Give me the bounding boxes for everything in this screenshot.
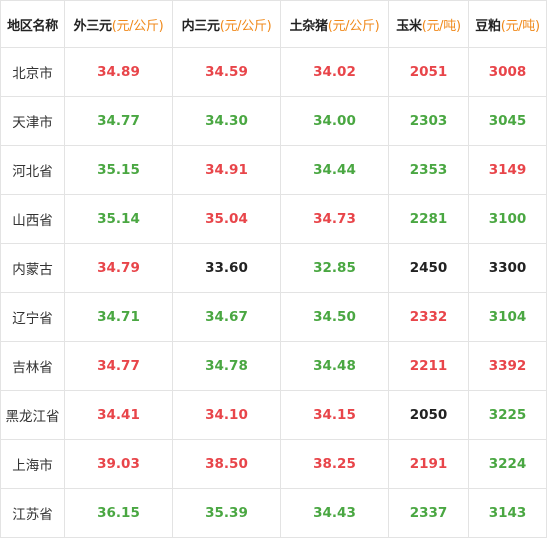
corn-price-cell: 2303 — [388, 96, 469, 146]
tu-za-zhu-price-cell: 34.44 — [280, 145, 389, 195]
corn-price-cell: 2191 — [388, 439, 469, 489]
nei-san-yuan-price-cell: 38.50 — [172, 439, 281, 489]
tu-za-zhu-price-cell: 34.43 — [280, 488, 389, 538]
region-cell: 江苏省 — [0, 488, 65, 538]
soybean-meal-price-cell: 3045 — [468, 96, 547, 146]
corn-price-cell: 2353 — [388, 145, 469, 195]
nei-san-yuan-price-cell: 34.67 — [172, 292, 281, 342]
region-cell: 吉林省 — [0, 341, 65, 391]
table-row: 上海市 39.03 38.50 38.25 2191 3224 — [0, 439, 547, 489]
table-row: 内蒙古 34.79 33.60 32.85 2450 3300 — [0, 243, 547, 293]
soybean-meal-price-cell: 3100 — [468, 194, 547, 244]
corn-price-cell: 2211 — [388, 341, 469, 391]
region-cell: 内蒙古 — [0, 243, 65, 293]
wai-san-yuan-price-cell: 34.79 — [64, 243, 173, 293]
soybean-meal-price-cell: 3300 — [468, 243, 547, 293]
nei-san-yuan-price-cell: 35.39 — [172, 488, 281, 538]
region-cell: 河北省 — [0, 145, 65, 195]
table-row: 天津市 34.77 34.30 34.00 2303 3045 — [0, 96, 547, 146]
tu-za-zhu-price-cell: 38.25 — [280, 439, 389, 489]
nei-san-yuan-price-cell: 34.78 — [172, 341, 281, 391]
table-row: 辽宁省 34.71 34.67 34.50 2332 3104 — [0, 292, 547, 342]
wai-san-yuan-price-cell: 36.15 — [64, 488, 173, 538]
corn-price-cell: 2450 — [388, 243, 469, 293]
wai-san-yuan-price-cell: 35.15 — [64, 145, 173, 195]
tu-za-zhu-price-cell: 34.00 — [280, 96, 389, 146]
table-row: 山西省 35.14 35.04 34.73 2281 3100 — [0, 194, 547, 244]
wai-san-yuan-price-cell: 35.14 — [64, 194, 173, 244]
table-row: 北京市 34.89 34.59 34.02 2051 3008 — [0, 47, 547, 97]
table-row: 河北省 35.15 34.91 34.44 2353 3149 — [0, 145, 547, 195]
region-cell: 天津市 — [0, 96, 65, 146]
soybean-meal-price-cell: 3104 — [468, 292, 547, 342]
corn-price-cell: 2050 — [388, 390, 469, 440]
nei-san-yuan-price-cell: 34.10 — [172, 390, 281, 440]
table-row: 黑龙江省 34.41 34.10 34.15 2050 3225 — [0, 390, 547, 440]
region-cell: 山西省 — [0, 194, 65, 244]
nei-san-yuan-price-cell: 35.04 — [172, 194, 281, 244]
header-row: 地区名称 外三元(元/公斤) 内三元(元/公斤) 土杂猪(元/公斤) 玉米(元/… — [0, 0, 547, 48]
tu-za-zhu-price-cell: 34.15 — [280, 390, 389, 440]
nei-san-yuan-price-cell: 33.60 — [172, 243, 281, 293]
tu-za-zhu-price-cell: 34.02 — [280, 47, 389, 97]
wai-san-yuan-price-cell: 39.03 — [64, 439, 173, 489]
soybean-meal-price-cell: 3008 — [468, 47, 547, 97]
wai-san-yuan-price-cell: 34.77 — [64, 341, 173, 391]
corn-price-cell: 2337 — [388, 488, 469, 538]
soybean-meal-price-cell: 3224 — [468, 439, 547, 489]
wai-san-yuan-price-cell: 34.71 — [64, 292, 173, 342]
wai-san-yuan-price-cell: 34.41 — [64, 390, 173, 440]
table-row: 江苏省 36.15 35.39 34.43 2337 3143 — [0, 488, 547, 538]
tu-za-zhu-price-cell: 32.85 — [280, 243, 389, 293]
nei-san-yuan-price-cell: 34.30 — [172, 96, 281, 146]
corn-price-cell: 2281 — [388, 194, 469, 244]
header-wai-san-yuan: 外三元(元/公斤) — [64, 0, 173, 48]
corn-price-cell: 2051 — [388, 47, 469, 97]
corn-price-cell: 2332 — [388, 292, 469, 342]
region-cell: 北京市 — [0, 47, 65, 97]
wai-san-yuan-price-cell: 34.89 — [64, 47, 173, 97]
tu-za-zhu-price-cell: 34.50 — [280, 292, 389, 342]
nei-san-yuan-price-cell: 34.59 — [172, 47, 281, 97]
nei-san-yuan-price-cell: 34.91 — [172, 145, 281, 195]
region-cell: 辽宁省 — [0, 292, 65, 342]
header-corn: 玉米(元/吨) — [388, 0, 469, 48]
header-tu-za-zhu: 土杂猪(元/公斤) — [280, 0, 389, 48]
region-cell: 黑龙江省 — [0, 390, 65, 440]
soybean-meal-price-cell: 3149 — [468, 145, 547, 195]
tu-za-zhu-price-cell: 34.73 — [280, 194, 389, 244]
header-region: 地区名称 — [0, 0, 65, 48]
header-soybean-meal: 豆粕(元/吨) — [468, 0, 547, 48]
soybean-meal-price-cell: 3143 — [468, 488, 547, 538]
region-cell: 上海市 — [0, 439, 65, 489]
table-header: 地区名称 外三元(元/公斤) 内三元(元/公斤) 土杂猪(元/公斤) 玉米(元/… — [0, 0, 547, 48]
table-body: 北京市 34.89 34.59 34.02 2051 3008 天津市 34.77 34.30 3… — [0, 47, 547, 538]
table-row: 吉林省 34.77 34.78 34.48 2211 3392 — [0, 341, 547, 391]
tu-za-zhu-price-cell: 34.48 — [280, 341, 389, 391]
soybean-meal-price-cell: 3392 — [468, 341, 547, 391]
header-nei-san-yuan: 内三元(元/公斤) — [172, 0, 281, 48]
wai-san-yuan-price-cell: 34.77 — [64, 96, 173, 146]
soybean-meal-price-cell: 3225 — [468, 390, 547, 440]
